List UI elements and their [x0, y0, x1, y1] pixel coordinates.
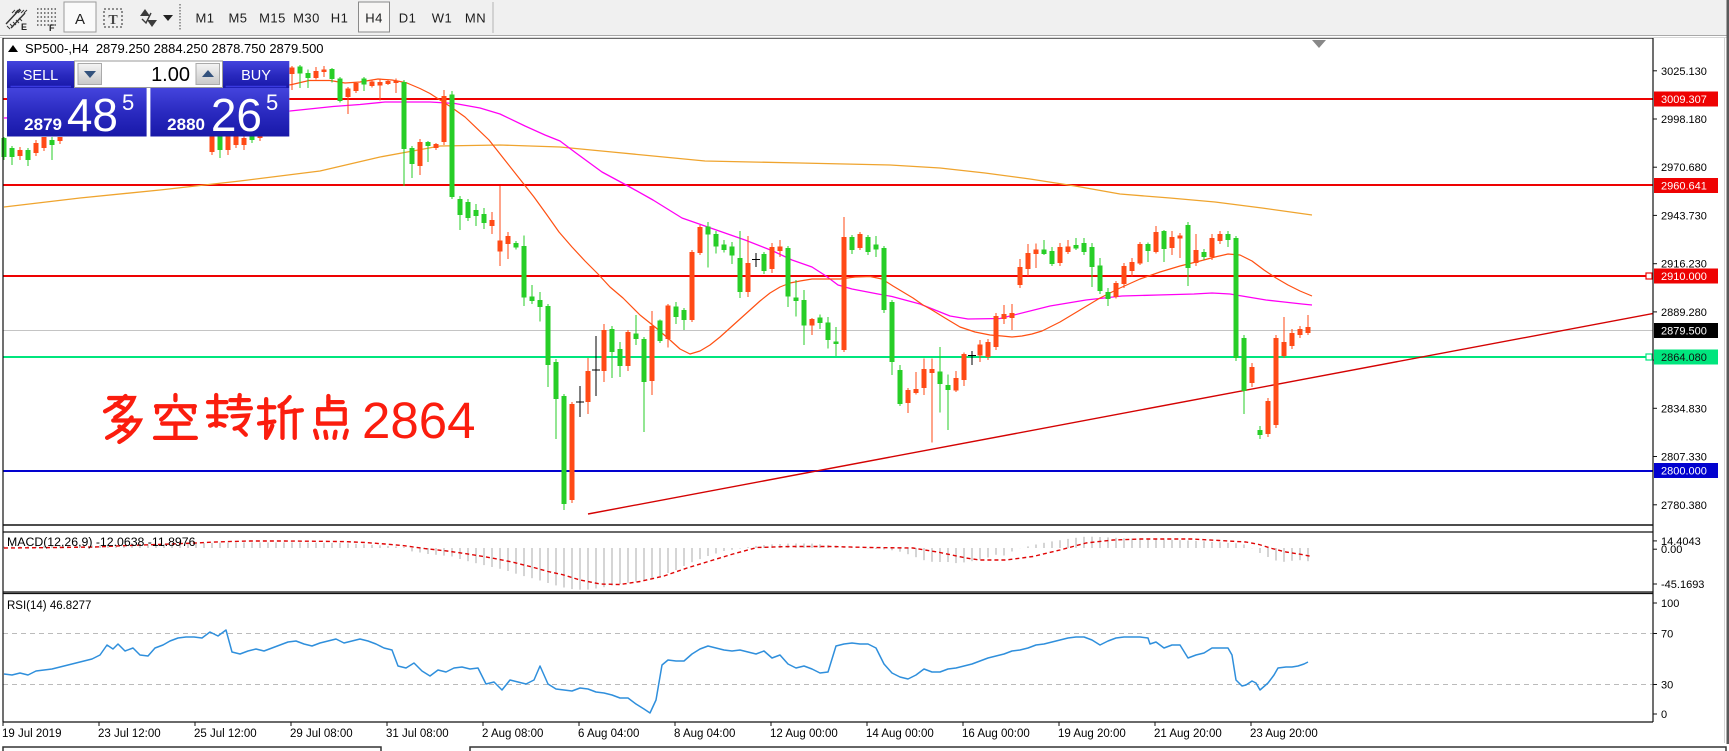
svg-text:2780.380: 2780.380 — [1661, 500, 1707, 512]
svg-text:BUY: BUY — [241, 68, 271, 84]
svg-text:100: 100 — [1661, 598, 1679, 610]
svg-text:21 Aug 20:00: 21 Aug 20:00 — [1154, 728, 1222, 740]
svg-text:14 Aug 00:00: 14 Aug 00:00 — [866, 728, 934, 740]
svg-text:3009.307: 3009.307 — [1661, 94, 1707, 106]
svg-text:M5: M5 — [228, 11, 247, 26]
svg-text:30: 30 — [1661, 680, 1673, 692]
svg-text:H4: H4 — [365, 11, 383, 26]
svg-text:1.00: 1.00 — [151, 64, 190, 86]
svg-text:31 Jul 08:00: 31 Jul 08:00 — [386, 728, 449, 740]
svg-text:5: 5 — [266, 90, 278, 115]
svg-text:25 Jul 12:00: 25 Jul 12:00 — [194, 728, 257, 740]
svg-text:0: 0 — [1661, 709, 1667, 721]
svg-text:MACD(12,26,9) -12.0638 -11.897: MACD(12,26,9) -12.0638 -11.8976 — [7, 535, 196, 549]
svg-text:2834.830: 2834.830 — [1661, 403, 1707, 415]
svg-text:M30: M30 — [293, 11, 320, 26]
svg-text:2960.641: 2960.641 — [1661, 181, 1707, 193]
svg-text:3025.130: 3025.130 — [1661, 66, 1707, 78]
svg-text:F: F — [49, 23, 55, 33]
svg-text:SP500-,H4 2879.250 2884.250 2: SP500-,H4 2879.250 2884.250 2878.750 287… — [25, 41, 324, 56]
svg-text:2879.500: 2879.500 — [1661, 326, 1707, 338]
svg-text:D1: D1 — [399, 11, 417, 26]
svg-text:A: A — [75, 11, 85, 28]
svg-text:23 Aug 20:00: 23 Aug 20:00 — [1250, 728, 1318, 740]
svg-text:E: E — [21, 22, 27, 32]
svg-text:M1: M1 — [195, 11, 214, 26]
svg-text:-45.1693: -45.1693 — [1661, 579, 1704, 591]
svg-text:MN: MN — [465, 11, 486, 26]
svg-text:19 Jul 2019: 19 Jul 2019 — [2, 728, 61, 740]
svg-text:12 Aug 00:00: 12 Aug 00:00 — [770, 728, 838, 740]
svg-text:2910.000: 2910.000 — [1661, 271, 1707, 283]
svg-text:26: 26 — [211, 89, 262, 141]
svg-text:2916.230: 2916.230 — [1661, 259, 1707, 271]
svg-text:14.4043: 14.4043 — [1661, 536, 1701, 548]
svg-text:6 Aug 04:00: 6 Aug 04:00 — [578, 728, 639, 740]
svg-text:2807.330: 2807.330 — [1661, 452, 1707, 464]
svg-text:29 Jul 08:00: 29 Jul 08:00 — [290, 728, 353, 740]
svg-text:8 Aug 04:00: 8 Aug 04:00 — [674, 728, 735, 740]
svg-text:2889.280: 2889.280 — [1661, 307, 1707, 319]
svg-text:2970.680: 2970.680 — [1661, 162, 1707, 174]
svg-text:RSI(14) 46.8277: RSI(14) 46.8277 — [7, 600, 91, 612]
svg-text:5: 5 — [122, 90, 134, 115]
svg-text:2 Aug 08:00: 2 Aug 08:00 — [482, 728, 543, 740]
svg-text:19 Aug 20:00: 19 Aug 20:00 — [1058, 728, 1126, 740]
svg-text:2800.000: 2800.000 — [1661, 466, 1707, 478]
svg-text:0.00: 0.00 — [1661, 544, 1682, 556]
svg-text:70: 70 — [1661, 629, 1673, 641]
svg-text:2880: 2880 — [167, 115, 205, 134]
svg-text:T: T — [108, 13, 118, 28]
svg-text:16 Aug 00:00: 16 Aug 00:00 — [962, 728, 1030, 740]
svg-text:M15: M15 — [259, 11, 286, 26]
svg-text:2998.180: 2998.180 — [1661, 114, 1707, 126]
svg-text:W1: W1 — [432, 11, 453, 26]
svg-text:H1: H1 — [331, 11, 349, 26]
svg-text:2864.080: 2864.080 — [1661, 352, 1707, 364]
svg-text:2864: 2864 — [362, 392, 475, 449]
svg-text:2879: 2879 — [24, 115, 62, 134]
svg-text:48: 48 — [67, 89, 118, 141]
svg-text:SELL: SELL — [23, 68, 58, 84]
svg-text:23 Jul 12:00: 23 Jul 12:00 — [98, 728, 161, 740]
svg-text:2943.730: 2943.730 — [1661, 210, 1707, 222]
